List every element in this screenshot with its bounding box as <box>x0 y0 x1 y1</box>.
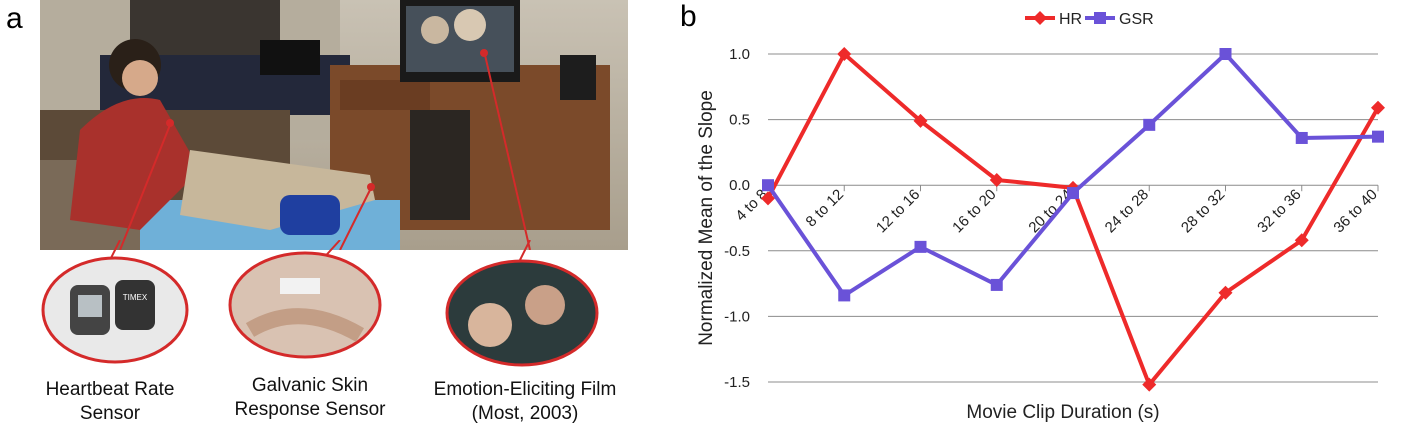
gsr-caption: Galvanic Skin Response Sensor <box>225 374 395 422</box>
y-tick-label: 1.0 <box>729 46 750 63</box>
data-point-hr <box>989 172 1004 187</box>
y-tick-label: 0.5 <box>729 112 750 129</box>
data-point-hr <box>761 191 775 206</box>
panel-label-a: a <box>6 2 23 35</box>
data-point-hr <box>837 47 852 61</box>
x-tick-label: 32 to 36 <box>1254 186 1304 236</box>
data-point-gsr <box>762 179 774 192</box>
x-tick-label: 16 to 20 <box>949 186 999 236</box>
x-tick-label: 8 to 12 <box>803 186 847 230</box>
x-tick-label: 24 to 28 <box>1102 186 1152 236</box>
data-point-gsr <box>1219 48 1232 60</box>
heartbeat-caption-line1: Heartbeat Rate <box>45 379 175 400</box>
x-axis-label: Movie Clip Duration (s) <box>966 402 1159 423</box>
y-tick-label: 0.0 <box>729 177 750 194</box>
legend-marker-hr <box>1033 11 1047 25</box>
heartbeat-sensor-image: TIMEX <box>41 256 189 364</box>
panel-label-b: b <box>680 0 697 33</box>
y-tick-label: -1.5 <box>724 374 750 391</box>
data-point-hr <box>1371 100 1385 115</box>
data-point-hr <box>913 113 928 128</box>
y-tick-label: -0.5 <box>724 243 750 260</box>
x-tick-label: 36 to 40 <box>1330 186 1380 236</box>
film-caption: Emotion-Eliciting Film (Most, 2003) <box>410 378 640 426</box>
data-point-gsr <box>1295 131 1308 144</box>
data-point-gsr <box>838 289 851 302</box>
y-tick-label: -1.0 <box>724 308 750 325</box>
y-axis-label: Normalized Mean of the Slope <box>696 90 717 346</box>
series-line-hr <box>766 52 1380 387</box>
experiment-room-photo <box>40 0 628 250</box>
film-still-image <box>445 259 599 367</box>
x-tick-label: 12 to 16 <box>873 186 923 236</box>
gsr-caption-line2: Response Sensor <box>234 399 386 420</box>
timex-brand-label: TIMEX <box>123 293 148 302</box>
data-point-hr <box>1142 377 1157 392</box>
data-point-hr <box>1294 233 1309 248</box>
legend-marker-gsr <box>1094 12 1106 24</box>
heartbeat-caption: Heartbeat Rate Sensor <box>30 378 190 426</box>
data-point-gsr <box>1143 118 1156 131</box>
series-line-gsr <box>766 52 1379 298</box>
legend-label-gsr: GSR <box>1119 11 1154 28</box>
heartbeat-caption-line2: Sensor <box>79 403 141 424</box>
gsr-caption-line1: Galvanic Skin <box>251 375 369 396</box>
data-point-gsr <box>1372 130 1384 143</box>
data-point-gsr <box>990 278 1003 291</box>
gsr-sensor-image <box>228 251 382 359</box>
data-point-gsr <box>1067 187 1079 200</box>
x-tick-label: 28 to 32 <box>1178 186 1228 236</box>
legend-label-hr: HR <box>1059 11 1082 28</box>
sensor-circles: TIMEX <box>41 240 599 367</box>
data-point-hr <box>1218 285 1233 300</box>
data-point-gsr <box>914 240 927 253</box>
film-caption-line1: Emotion-Eliciting Film <box>433 379 617 400</box>
film-caption-line2: (Most, 2003) <box>471 403 579 424</box>
